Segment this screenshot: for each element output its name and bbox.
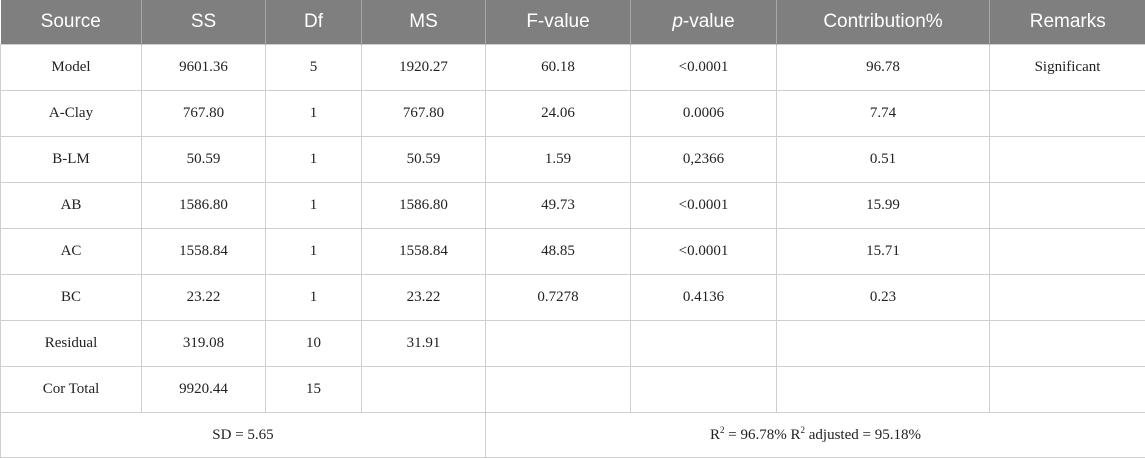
cell-ms: 1586.80	[362, 183, 486, 229]
cell-source: Model	[1, 45, 142, 91]
header-p-rest: -value	[683, 11, 735, 32]
cell-p-value: 0,2366	[631, 137, 777, 183]
header-df: Df	[266, 0, 362, 45]
cell-remarks: Significant	[990, 45, 1145, 91]
cell-ss: 50.59	[142, 137, 266, 183]
cell-remarks	[990, 367, 1145, 413]
cell-ss: 1586.80	[142, 183, 266, 229]
cell-df: 1	[266, 229, 362, 275]
cell-ms: 767.80	[362, 91, 486, 137]
cell-ms: 31.91	[362, 321, 486, 367]
footer-row: SD = 5.65 R2 = 96.78% R2 adjusted = 95.1…	[1, 413, 1145, 458]
cell-source: AC	[1, 229, 142, 275]
footer-r2: R2 = 96.78% R2 adjusted = 95.18%	[486, 413, 1145, 458]
r2-label: R	[710, 427, 720, 443]
cell-ss: 767.80	[142, 91, 266, 137]
header-ms: MS	[362, 0, 486, 45]
cell-remarks	[990, 91, 1145, 137]
header-row: Source SS Df MS F-value p-value Contribu…	[1, 0, 1145, 45]
cell-df: 1	[266, 137, 362, 183]
cell-p-value: <0.0001	[631, 183, 777, 229]
cell-p-value: 0.0006	[631, 91, 777, 137]
cell-contribution: 15.71	[777, 229, 990, 275]
r2-sup: 2	[720, 425, 725, 435]
cell-source: Cor Total	[1, 367, 142, 413]
cell-ms: 50.59	[362, 137, 486, 183]
cell-ss: 9920.44	[142, 367, 266, 413]
header-contribution: Contribution%	[777, 0, 990, 45]
cell-source: BC	[1, 275, 142, 321]
cell-remarks	[990, 229, 1145, 275]
r2adj-value: adjusted = 95.18%	[805, 427, 921, 443]
cell-source: B-LM	[1, 137, 142, 183]
cell-contribution: 15.99	[777, 183, 990, 229]
cell-source: A-Clay	[1, 91, 142, 137]
cell-f-value: 60.18	[486, 45, 631, 91]
footer-sd: SD = 5.65	[1, 413, 486, 458]
cell-p-value: <0.0001	[631, 229, 777, 275]
cell-contribution: 0.51	[777, 137, 990, 183]
r2-value: = 96.78% R	[725, 427, 801, 443]
cell-contribution: 7.74	[777, 91, 990, 137]
cell-remarks	[990, 321, 1145, 367]
header-source: Source	[1, 0, 142, 45]
r2adj-sup: 2	[801, 425, 806, 435]
cell-ms	[362, 367, 486, 413]
cell-p-value	[631, 367, 777, 413]
cell-f-value	[486, 321, 631, 367]
cell-contribution	[777, 321, 990, 367]
cell-source: Residual	[1, 321, 142, 367]
cell-f-value: 49.73	[486, 183, 631, 229]
cell-df: 10	[266, 321, 362, 367]
cell-f-value	[486, 367, 631, 413]
cell-contribution: 96.78	[777, 45, 990, 91]
cell-f-value: 48.85	[486, 229, 631, 275]
cell-df: 15	[266, 367, 362, 413]
cell-ss: 23.22	[142, 275, 266, 321]
cell-ms: 1920.27	[362, 45, 486, 91]
cell-remarks	[990, 275, 1145, 321]
cell-source: AB	[1, 183, 142, 229]
header-remarks: Remarks	[990, 0, 1145, 45]
header-ss: SS	[142, 0, 266, 45]
cell-contribution: 0.23	[777, 275, 990, 321]
cell-remarks	[990, 137, 1145, 183]
header-p-value: p-value	[631, 0, 777, 45]
cell-remarks	[990, 183, 1145, 229]
cell-f-value: 1.59	[486, 137, 631, 183]
cell-contribution	[777, 367, 990, 413]
cell-f-value: 24.06	[486, 91, 631, 137]
header-f-value: F-value	[486, 0, 631, 45]
cell-ss: 9601.36	[142, 45, 266, 91]
cell-df: 1	[266, 91, 362, 137]
cell-ms: 1558.84	[362, 229, 486, 275]
cell-ss: 1558.84	[142, 229, 266, 275]
cell-ms: 23.22	[362, 275, 486, 321]
cell-p-value: 0.4136	[631, 275, 777, 321]
cell-ss: 319.08	[142, 321, 266, 367]
cell-p-value: <0.0001	[631, 45, 777, 91]
cell-p-value	[631, 321, 777, 367]
cell-df: 1	[266, 183, 362, 229]
cell-f-value: 0.7278	[486, 275, 631, 321]
cell-df: 1	[266, 275, 362, 321]
cell-df: 5	[266, 45, 362, 91]
header-p-italic: p	[672, 11, 683, 32]
